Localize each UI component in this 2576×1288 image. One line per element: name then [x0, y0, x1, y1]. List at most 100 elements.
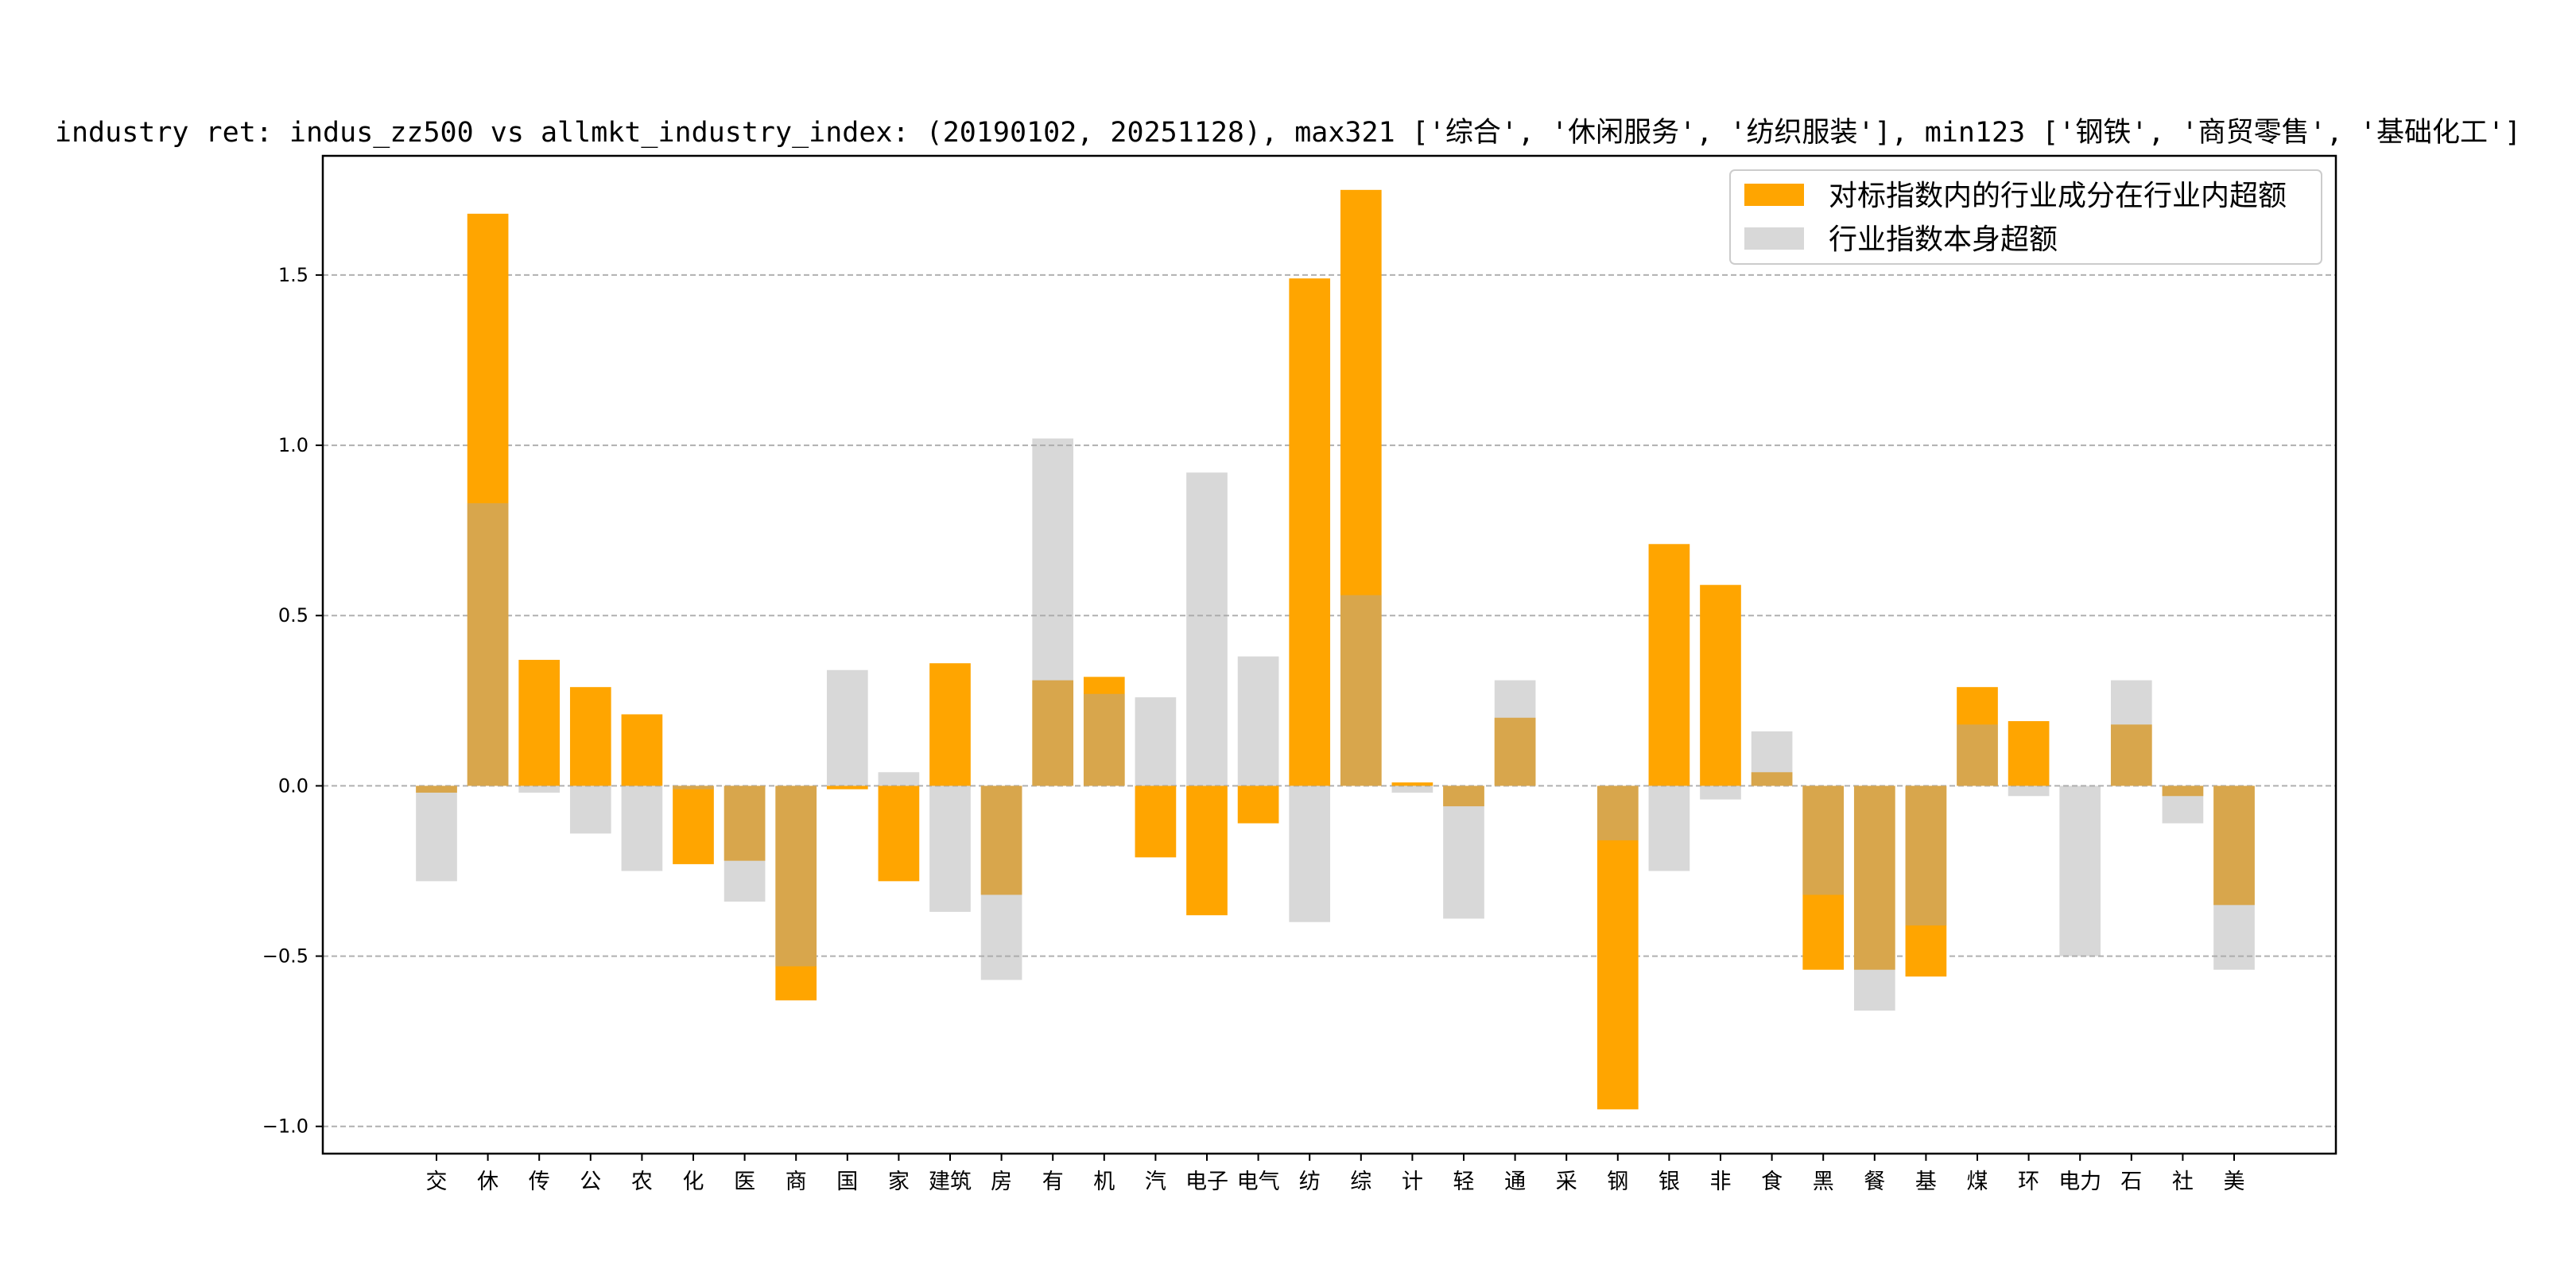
x-tick-label: 机: [1093, 1170, 1115, 1194]
x-tick-label: 电力: [2058, 1170, 2101, 1194]
bar-series1-环: [2008, 786, 2050, 797]
x-tick-label: 电气: [1237, 1170, 1280, 1194]
y-tick-label: 0.0: [278, 774, 308, 797]
x-tick-label: 纺: [1299, 1170, 1321, 1194]
bar-series1-美: [2213, 786, 2255, 970]
bar-series0-传: [518, 659, 561, 786]
bar-series0-轻: [1443, 786, 1484, 807]
bar-series0-家: [878, 786, 920, 882]
bar-series1-电子: [1186, 472, 1228, 786]
plot-frame: [321, 154, 2337, 1155]
x-tick-label: 休: [477, 1170, 499, 1194]
bar-series1-食: [1751, 731, 1793, 786]
x-tick-label: 石: [2120, 1170, 2142, 1194]
x-tick-label: 环: [2018, 1170, 2039, 1194]
bar-series0-农: [621, 714, 663, 786]
bar-series1-综: [1340, 595, 1382, 786]
bar-series1-银: [1648, 786, 1690, 871]
x-tick-label: 社: [2172, 1170, 2194, 1194]
bar-series1-国: [826, 669, 868, 786]
bar-series0-计: [1391, 782, 1433, 786]
bar-series0-纺: [1289, 278, 1331, 786]
bar-series0-石: [2110, 724, 2152, 786]
legend-swatch-orange: [1744, 184, 1804, 206]
x-tick-label: 交: [426, 1170, 448, 1194]
bar-series0-钢: [1596, 786, 1639, 1110]
x-tick-label: 煤: [1967, 1170, 1988, 1194]
legend-box: [1729, 169, 2322, 265]
bar-series0-有: [1032, 680, 1074, 786]
bar-series1-电力: [2059, 786, 2101, 956]
x-tick-label: 电子: [1185, 1170, 1228, 1194]
chart-title: industry ret: indus_zz500 vs allmkt_indu…: [55, 117, 2521, 149]
x-tick-label: 建筑: [929, 1170, 972, 1194]
x-tick-label: 黑: [1813, 1170, 1834, 1194]
x-tick-label: 轻: [1453, 1170, 1475, 1194]
bar-series0-基: [1905, 786, 1947, 977]
bar-series1-钢: [1596, 786, 1639, 840]
bar-series1-基: [1905, 786, 1947, 926]
x-tick-label: 综: [1350, 1170, 1371, 1194]
x-tick-label: 餐: [1864, 1170, 1885, 1194]
bar-series1-有: [1032, 438, 1074, 786]
legend: 对标指数内的行业成分在行业内超额 行业指数本身超额: [1729, 169, 2322, 265]
x-tick-label: 传: [529, 1170, 550, 1194]
bar-series1-计: [1391, 786, 1433, 793]
bar-series1-房: [980, 786, 1022, 980]
legend-swatch-gray: [1744, 227, 1804, 250]
y-tick-label: 1.0: [278, 434, 308, 456]
bar-series1-公: [569, 786, 611, 834]
bar-series0-国: [826, 786, 868, 789]
x-tick-label: 食: [1761, 1170, 1783, 1194]
bar-series0-机: [1083, 677, 1125, 786]
x-tick-label: 基: [1915, 1170, 1937, 1194]
bar-series0-商: [775, 786, 817, 1001]
bar-series0-非: [1700, 584, 1741, 786]
x-tick-label: 美: [2224, 1170, 2245, 1194]
bar-series0-综: [1340, 189, 1382, 786]
bar-series0-食: [1751, 772, 1793, 786]
bar-series0-煤: [1957, 687, 1998, 786]
bar-series0-黑: [1802, 786, 1845, 970]
x-tick-label: 国: [836, 1170, 858, 1194]
bar-series1-医: [724, 786, 766, 902]
x-tick-label: 化: [683, 1170, 704, 1194]
bar-series0-电气: [1237, 786, 1279, 824]
x-tick-label: 采: [1556, 1170, 1577, 1194]
x-tick-label: 钢: [1607, 1170, 1628, 1194]
x-tick-label: 银: [1658, 1170, 1680, 1194]
bar-series0-银: [1648, 544, 1690, 786]
bar-series1-商: [775, 786, 817, 967]
bar-series0-交: [416, 786, 457, 793]
bar-series1-传: [518, 786, 561, 793]
bar-series0-医: [724, 786, 766, 861]
x-tick-label: 汽: [1145, 1170, 1166, 1194]
legend-label-1: 行业指数本身超额: [1829, 223, 2058, 256]
bar-series0-社: [2162, 786, 2204, 797]
bar-series1-石: [2110, 680, 2152, 786]
x-tick-label: 非: [1710, 1170, 1732, 1194]
y-tick-label: 1.5: [278, 264, 308, 286]
bar-series1-餐: [1853, 786, 1895, 1011]
bar-series1-通: [1494, 680, 1536, 786]
bar-series0-公: [569, 687, 611, 786]
bar-series1-建筑: [929, 786, 971, 912]
x-tick-label: 家: [888, 1170, 910, 1194]
bars: [416, 189, 2255, 1110]
bar-series0-餐: [1853, 786, 1895, 970]
y-tick-label: −0.5: [262, 945, 308, 968]
y-axis: −1.0 −0.5 0.0 0.5 1.0 1.5: [262, 264, 323, 1138]
bar-series0-化: [673, 786, 714, 864]
x-tick-label: 农: [631, 1170, 653, 1194]
bar-series0-环: [2008, 721, 2050, 786]
bar-series0-房: [980, 786, 1022, 895]
bar-series1-社: [2162, 786, 2204, 824]
x-axis: 交 休 传 公 农 化 医 商 国 家建筑房 有 机 汽电子 电气纺 综 计 轻 通 采 钢 银 非 食 黑 餐 基 煤 环电力石 社 美: [426, 1154, 2245, 1194]
bar-series0-建筑: [929, 663, 971, 786]
x-tick-label: 通: [1504, 1170, 1526, 1194]
bar-series1-煤: [1957, 724, 1998, 786]
bar-series1-交: [416, 786, 457, 882]
bar-series0-休: [467, 213, 509, 786]
bar-series0-美: [2213, 786, 2255, 906]
bar-series1-轻: [1443, 786, 1484, 919]
